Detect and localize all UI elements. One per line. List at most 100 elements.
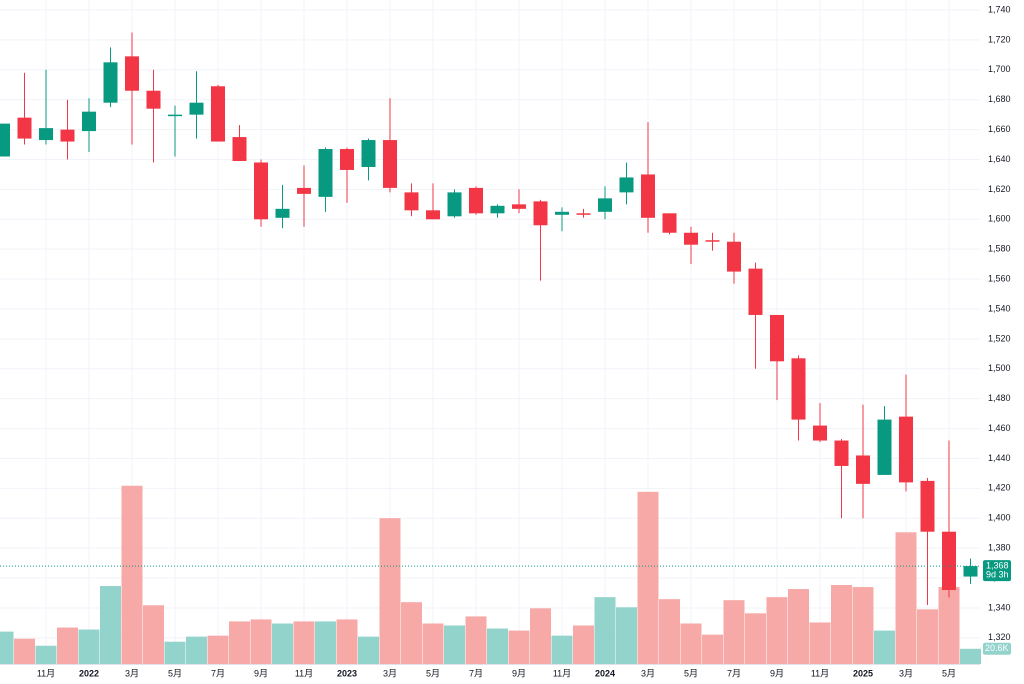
x-tick-label: 11月 — [811, 668, 829, 678]
x-tick-label: 3月 — [899, 668, 913, 678]
volume-bar — [917, 609, 938, 664]
candle-body — [17, 117, 32, 139]
candle-body — [383, 140, 397, 188]
x-tick-label: 7月 — [727, 668, 741, 678]
x-tick-label: 3月 — [125, 668, 139, 678]
y-tick-label: 1,620 — [988, 184, 1011, 194]
last-price-label: 1,368 — [986, 560, 1009, 570]
y-tick-label: 1,600 — [988, 214, 1011, 224]
candle-body — [447, 192, 462, 217]
candle-body — [125, 56, 139, 91]
countdown-label: 9d 3h — [986, 569, 1009, 579]
volume-bar — [57, 627, 78, 664]
volume-bar — [487, 628, 508, 664]
last-price-box — [983, 560, 1011, 582]
volume-bar — [250, 619, 272, 664]
y-tick-label: 1,680 — [988, 94, 1011, 104]
volume-bar — [831, 584, 852, 664]
volume-bar — [852, 587, 874, 664]
y-tick-label: 1,400 — [988, 513, 1011, 523]
volume-bar — [379, 518, 401, 664]
volume-bar — [78, 629, 100, 664]
candle-body — [770, 314, 784, 362]
candle-body — [168, 114, 182, 117]
x-tick-label: 3月 — [641, 668, 655, 678]
candle-body — [82, 111, 96, 132]
candle-body — [189, 102, 204, 115]
candle-body — [684, 232, 698, 245]
x-tick-label: 11月 — [37, 668, 55, 678]
volume-bar — [358, 636, 379, 664]
candle-body — [791, 358, 806, 420]
volume-label-box — [983, 642, 1011, 655]
volume-bar — [0, 631, 14, 664]
candle-body — [0, 123, 10, 157]
volume-bar — [422, 623, 444, 664]
volume-bar — [229, 621, 250, 664]
candle-body — [469, 187, 483, 214]
volume-bar — [272, 623, 293, 664]
candle-body — [275, 208, 290, 218]
x-tick-label: 2022 — [79, 668, 99, 678]
volume-bar — [960, 648, 981, 664]
y-tick-label: 1,580 — [988, 244, 1011, 254]
volume-bar — [465, 616, 487, 664]
candle-body — [662, 213, 677, 233]
volume-bar — [659, 599, 680, 664]
x-tick-label: 2023 — [337, 668, 357, 678]
y-tick-label: 1,520 — [988, 333, 1011, 343]
candle-body — [512, 204, 526, 209]
volume-bar — [680, 623, 702, 664]
volume-bar — [895, 532, 917, 664]
candle-body — [705, 240, 720, 242]
volume-bar — [702, 634, 723, 664]
y-tick-label: 1,460 — [988, 423, 1011, 433]
x-tick-label: 5月 — [426, 668, 440, 678]
candle-body — [533, 201, 548, 226]
y-tick-label: 1,340 — [988, 602, 1011, 612]
volume-bar — [766, 597, 788, 664]
volume-bar — [336, 619, 358, 664]
candle-body — [899, 416, 913, 483]
x-tick-label: 5月 — [168, 668, 182, 678]
candle-body — [856, 455, 870, 484]
candle-body — [490, 205, 505, 214]
volume-bar — [594, 597, 616, 664]
candle-body — [748, 268, 763, 315]
candle-body — [813, 425, 827, 441]
volume-bar — [293, 621, 315, 664]
volume-bar — [938, 587, 960, 664]
x-tick-label: 2024 — [595, 668, 615, 678]
volume-bar — [401, 602, 422, 664]
candle-body — [404, 192, 419, 211]
candle-body — [598, 198, 612, 212]
y-tick-label: 1,500 — [988, 363, 1011, 373]
volume-bar — [444, 625, 465, 664]
candle-body — [232, 137, 247, 161]
volume-bar — [164, 641, 186, 664]
candle-body — [877, 419, 892, 475]
x-tick-label: 7月 — [211, 668, 225, 678]
candle-body — [426, 210, 440, 220]
y-tick-label: 1,660 — [988, 124, 1011, 134]
volume-bar — [573, 625, 594, 664]
candle-body — [727, 241, 741, 272]
volume-bar — [35, 645, 57, 664]
volume-bar — [874, 630, 895, 664]
candle-body — [834, 440, 849, 466]
candle-body — [641, 174, 655, 218]
y-tick-label: 1,420 — [988, 483, 1011, 493]
x-tick-label: 5月 — [684, 668, 698, 678]
candle-body — [576, 213, 591, 215]
volume-bar — [723, 600, 745, 664]
y-tick-label: 1,640 — [988, 154, 1011, 164]
y-tick-label: 1,720 — [988, 34, 1011, 44]
candle-body — [254, 162, 268, 220]
candle-body — [619, 177, 634, 193]
candle-body — [103, 62, 118, 103]
volume-bar — [616, 607, 637, 664]
x-tick-label: 9月 — [770, 668, 784, 678]
volume-bar — [186, 636, 207, 664]
volume-bar — [207, 635, 229, 664]
